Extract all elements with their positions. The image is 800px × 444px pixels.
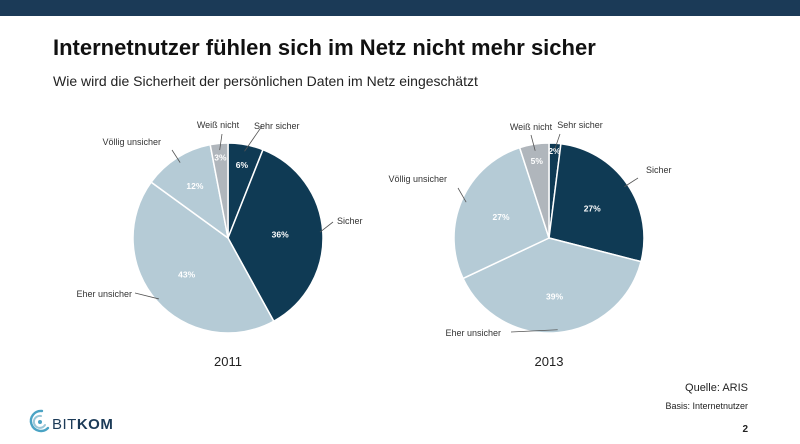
pie-value-label: 3%	[214, 153, 227, 163]
pie-value-label: 12%	[186, 181, 203, 191]
pie-category-label: Völlig unsicher	[102, 137, 161, 147]
source-note: Quelle: ARIS	[685, 382, 748, 394]
pie-value-label: 39%	[546, 292, 563, 302]
page-title: Internetnutzer fühlen sich im Netz nicht…	[53, 35, 596, 60]
pie-category-label: Völlig unsicher	[388, 174, 447, 184]
pie-leader-line	[171, 149, 181, 163]
bitkom-wordmark: BITKOM	[52, 416, 114, 433]
pie-slice-völlig-unsicher	[453, 146, 550, 280]
pie-chart-2011: 6% Sehr sicher 36% Sicher 43% Eher unsicher 12…	[76, 120, 363, 334]
pie-slice-eher-unsicher	[132, 181, 275, 334]
pie-category-label: Sehr sicher	[254, 121, 300, 131]
pie-chart-2013: 2% Sehr sicher 27% Sicher 39% Eher unsicher 27…	[388, 120, 671, 338]
pie-leader-line	[530, 134, 536, 151]
page-subtitle: Wie wird die Sicherheit der persönlichen…	[53, 73, 478, 89]
pie-category-label: Weiß nicht	[510, 122, 553, 132]
pie-category-label: Eher unsicher	[76, 289, 132, 299]
pie-slice-weiß-nicht	[209, 142, 229, 239]
pie-leader-line	[554, 133, 561, 150]
pie-slice-sicher	[227, 148, 324, 323]
pie-value-label: 27%	[493, 212, 510, 222]
bitkom-swirl-icon	[29, 409, 50, 433]
pie-leader-line	[244, 125, 263, 152]
pie-value-label: 27%	[584, 204, 601, 214]
pie-category-label: Sicher	[646, 165, 672, 175]
pie-category-label: Sicher	[337, 216, 363, 226]
pie-value-label: 6%	[236, 160, 249, 170]
pie-category-label: Weiß nicht	[197, 120, 240, 130]
pie-title-2011: 2011	[214, 354, 242, 369]
top-bar	[0, 0, 800, 16]
pie-title-2013: 2013	[535, 354, 564, 369]
pie-leader-line	[624, 177, 639, 188]
pie-leader-line	[134, 292, 159, 300]
pie-value-label: 43%	[178, 269, 195, 279]
pie-leader-line	[319, 221, 334, 233]
pie-slice-weiß-nicht	[518, 142, 550, 239]
pie-value-label: 5%	[531, 156, 544, 166]
pie-value-label: 36%	[272, 230, 289, 240]
pie-leader-line	[457, 187, 467, 203]
pie-leader-line	[510, 329, 558, 333]
pie-leader-line	[219, 133, 223, 151]
pie-value-label: 2%	[548, 146, 561, 156]
page-number: 2	[742, 424, 748, 435]
bitkom-logo: BITKOM	[28, 408, 128, 438]
pie-category-label: Eher unsicher	[445, 328, 501, 338]
basis-note: Basis: Internetnutzer	[665, 401, 748, 411]
pie-slice-eher-unsicher	[462, 237, 642, 334]
pie-category-label: Sehr sicher	[557, 120, 603, 130]
